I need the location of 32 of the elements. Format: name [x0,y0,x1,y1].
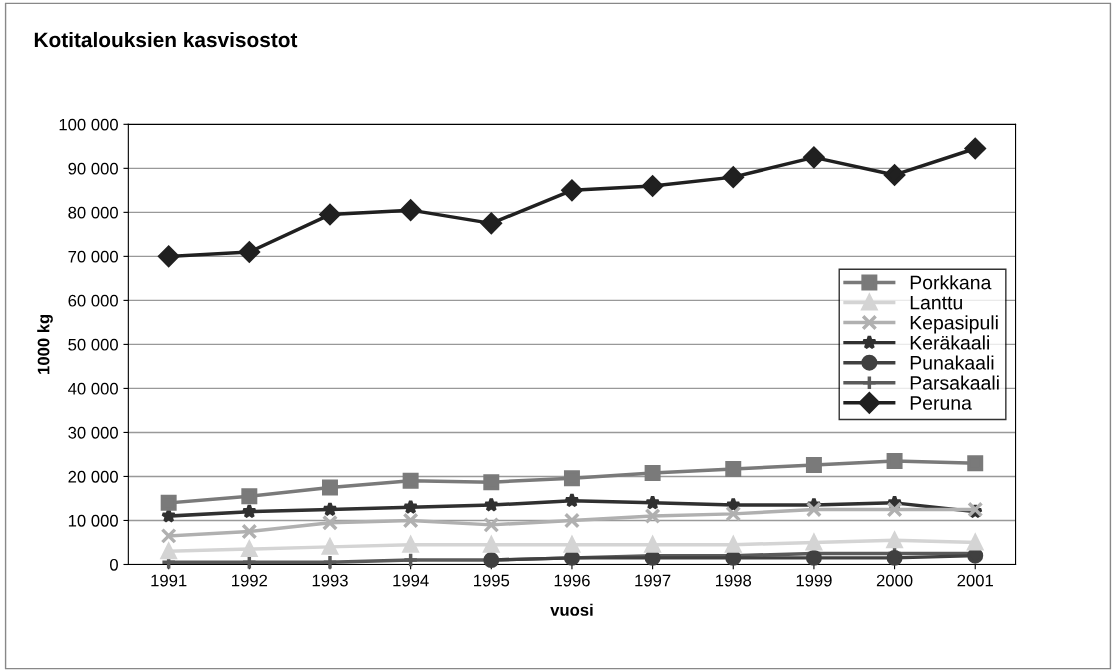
x-tick-label: 2001 [957,574,993,587]
y-tick-label: 20 000 [68,470,118,483]
legend-label: Kepasipuli [910,315,998,334]
x-tick-label: 1993 [312,574,348,587]
x-tick-label: 1996 [554,574,590,587]
legend-label: Parsakaali [910,375,999,390]
y-tick-label: 0 [110,558,118,571]
y-tick-label: 70 000 [68,250,118,263]
x-tick-label: 1998 [716,574,752,587]
x-tick-label: 1999 [796,574,832,587]
x-axis-title: vuosi [550,603,593,616]
y-tick-label: 90 000 [68,162,118,175]
y-tick-label: 10 000 [68,514,118,527]
x-tick-label: 1995 [474,574,510,587]
y-tick-label: 30 000 [68,426,118,439]
y-tick-label: 60 000 [68,294,118,307]
x-tick-label: 1991 [151,574,187,587]
legend-label: Punakaali [910,355,994,370]
y-axis-title: 1000 kg [37,314,53,374]
legend-label: Peruna [910,396,972,410]
y-tick-label: 50 000 [68,338,118,351]
y-tick-label: 80 000 [68,206,118,219]
y-tick-label: 40 000 [68,382,118,395]
x-tick-label: 1997 [635,574,671,587]
x-tick-label: 1994 [393,574,429,587]
x-tick-label: 1992 [232,574,268,587]
legend-label: Keräkaali [910,335,989,350]
chart-title: Kotitalouksien kasvisostot [34,31,298,48]
legend-label: Lanttu [910,295,962,310]
x-tick-label: 2000 [876,574,913,587]
y-tick-label: 100 000 [59,118,118,131]
legend-label: Porkkana [910,275,992,290]
